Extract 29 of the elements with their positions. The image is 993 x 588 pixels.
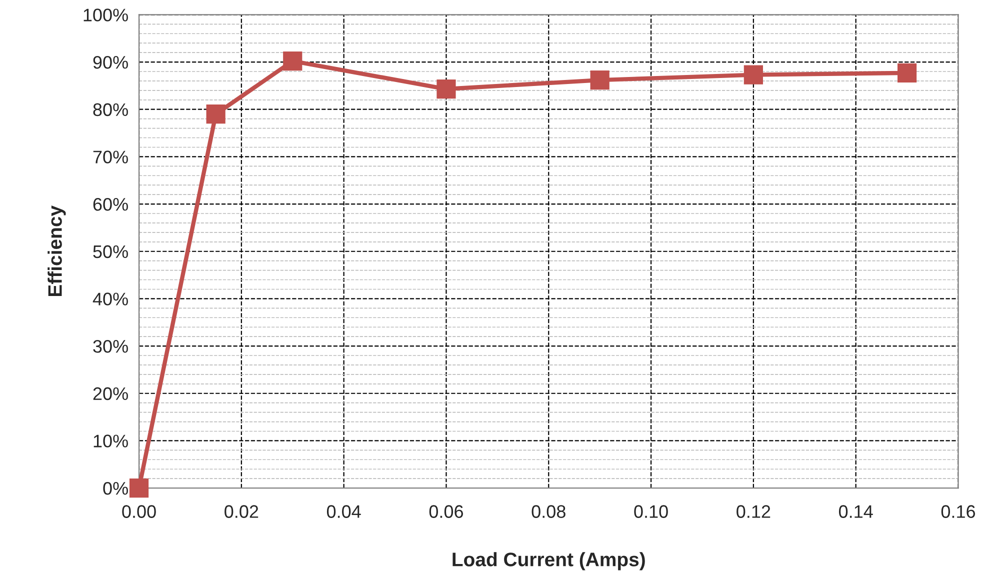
x-tick-label: 0.14 <box>838 505 873 518</box>
x-tick-label: 0.10 <box>634 505 668 518</box>
point <box>129 478 149 498</box>
point <box>590 70 610 90</box>
point <box>744 65 763 84</box>
x-tick-label: 0.00 <box>122 505 156 518</box>
y-tick-label: 20% <box>93 387 128 400</box>
y-tick-label: 10% <box>94 434 128 448</box>
y-axis-title: Efficiency <box>48 206 66 296</box>
y-tick-label: 100% <box>84 8 128 22</box>
point <box>436 79 456 99</box>
y-tick-label: 60% <box>93 198 128 211</box>
x-tick-label: 0.08 <box>532 505 566 518</box>
point <box>206 104 226 124</box>
x-tick-label: 0.06 <box>429 505 464 518</box>
y-tick-label: 0% <box>103 482 128 495</box>
y-tick-label: 50% <box>93 245 128 258</box>
y-tick-label: 80% <box>93 103 128 116</box>
x-tick-label: 0.12 <box>736 505 770 518</box>
point <box>897 63 917 82</box>
y-tick-label: 90% <box>93 56 128 69</box>
point <box>283 52 302 71</box>
x-axis-title: Load Current (Amps) <box>452 552 645 570</box>
y-tick-label: 40% <box>92 292 128 306</box>
x-tick-label: 0.02 <box>224 505 258 518</box>
x-tick-label: 0.04 <box>326 505 361 518</box>
x-tick-label: 0.16 <box>941 505 976 518</box>
y-tick-label: 70% <box>93 150 128 164</box>
y-tick-label: 30% <box>93 340 128 353</box>
